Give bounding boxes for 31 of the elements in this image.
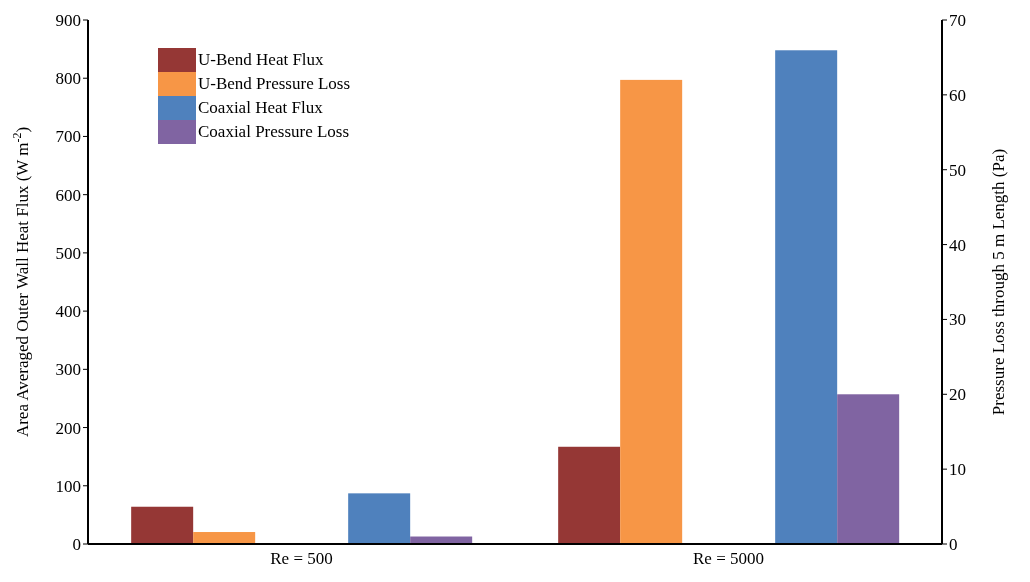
y2-tick-label: 60 (949, 85, 966, 105)
y2-tick-label: 30 (949, 310, 966, 330)
y2-tick-label: 20 (949, 385, 966, 405)
y-tick-label: 400 (55, 302, 81, 322)
legend-label: U-Bend Heat Flux (198, 50, 324, 70)
x-tick-label: Re = 5000 (693, 549, 764, 569)
y-tick-label: 300 (55, 360, 81, 380)
bar (775, 50, 838, 544)
y-tick-label: 0 (72, 535, 81, 555)
y2-tick-label: 50 (949, 160, 966, 180)
y-tick-label: 100 (55, 476, 81, 496)
y-tick-label: 900 (55, 11, 81, 31)
y2-tick-label: 70 (949, 11, 966, 31)
bar (620, 79, 683, 544)
bar (558, 446, 621, 544)
y-tick-label: 500 (55, 243, 81, 263)
y2-tick-label: 10 (949, 460, 966, 480)
bar (837, 394, 900, 544)
y-tick-label: 200 (55, 418, 81, 438)
legend-label: U-Bend Pressure Loss (198, 74, 351, 94)
y2-tick-label: 0 (949, 535, 958, 555)
bar (131, 506, 194, 544)
legend-label: Coaxial Heat Flux (198, 98, 323, 118)
y-tick-label: 700 (55, 127, 81, 147)
x-tick-label: Re = 500 (270, 549, 333, 569)
y2-tick-label: 40 (949, 235, 966, 255)
y-tick-label: 600 (55, 185, 81, 205)
y-tick-label: 800 (55, 69, 81, 89)
bar (348, 493, 411, 544)
y2-axis-title: Pressure Loss through 5 m Length (Pa) (989, 148, 1008, 416)
legend-label: Coaxial Pressure Loss (198, 122, 350, 142)
